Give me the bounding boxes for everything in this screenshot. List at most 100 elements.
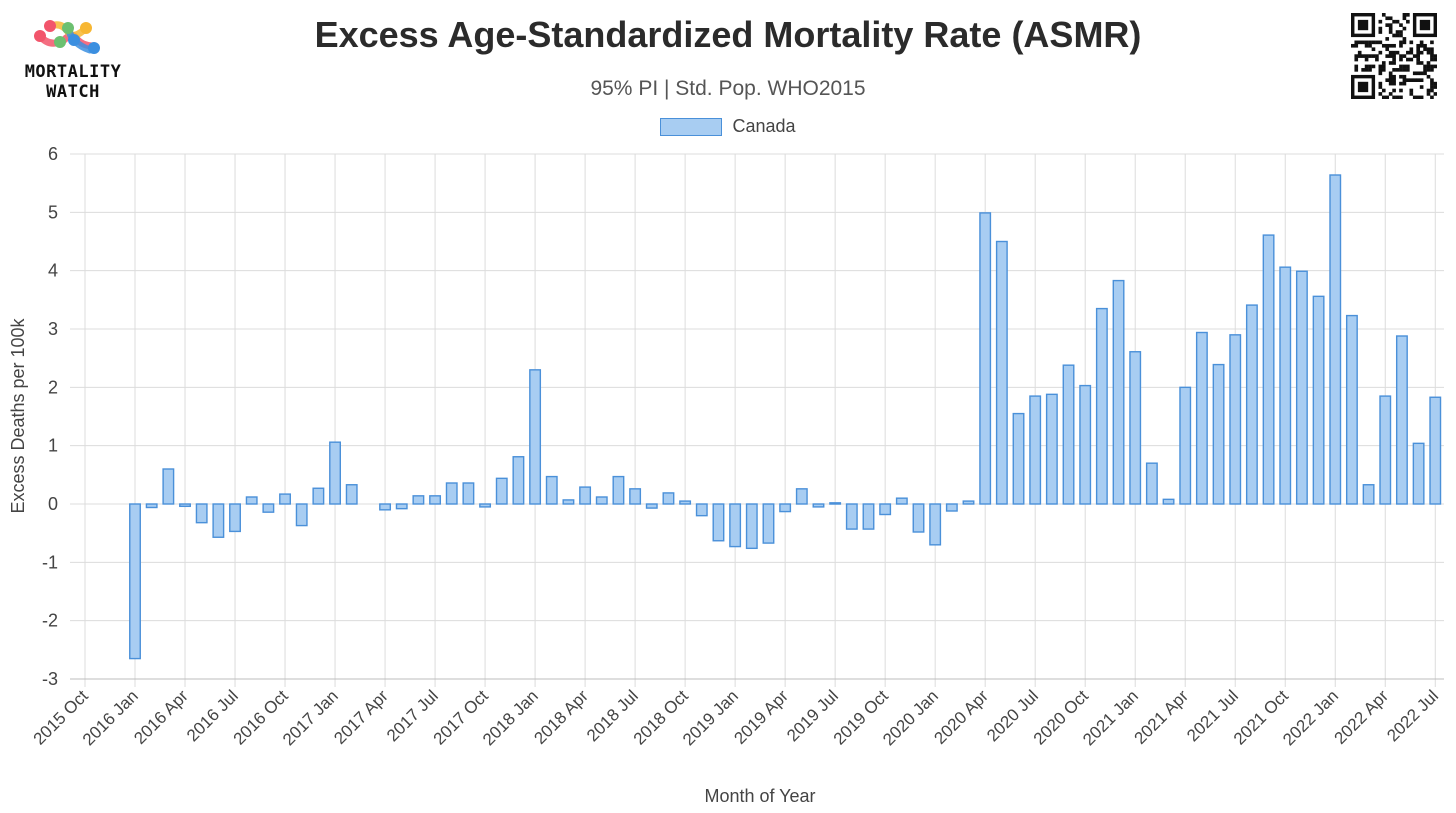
x-tick-label: 2022 Apr bbox=[1331, 686, 1393, 748]
bar-2020-nov[interactable] bbox=[1095, 307, 1108, 505]
bar-2017-jul[interactable] bbox=[429, 495, 442, 505]
bar-2021-feb[interactable] bbox=[1145, 462, 1158, 505]
bar-2017-apr[interactable] bbox=[379, 503, 392, 511]
bar-2017-jan[interactable] bbox=[329, 441, 341, 505]
bar-2018-dec[interactable] bbox=[712, 503, 725, 542]
bar-2022-mar[interactable] bbox=[1362, 484, 1375, 505]
bar-2017-aug[interactable] bbox=[445, 482, 458, 505]
bar-2021-jul[interactable] bbox=[1229, 334, 1242, 505]
bar-2016-sep[interactable] bbox=[262, 503, 275, 513]
bar-2018-jun[interactable] bbox=[612, 475, 625, 505]
bar-2018-apr[interactable] bbox=[579, 486, 592, 505]
bar-2018-feb[interactable] bbox=[545, 475, 558, 505]
bar-2022-may[interactable] bbox=[1395, 335, 1408, 505]
bar-2016-dec[interactable] bbox=[312, 487, 325, 505]
bar-2018-jul[interactable] bbox=[629, 488, 642, 505]
bar-2021-nov[interactable] bbox=[1295, 270, 1308, 505]
bar-2020-apr[interactable] bbox=[979, 212, 992, 505]
chart-title: Excess Age-Standardized Mortality Rate (… bbox=[314, 14, 1142, 55]
bar-2018-mar[interactable] bbox=[562, 499, 575, 505]
bar-2020-jun[interactable] bbox=[1012, 412, 1025, 505]
x-tick-label: 2022 Jul bbox=[1383, 686, 1442, 745]
bar-2019-nov[interactable] bbox=[895, 497, 908, 505]
x-axis-label: Month of Year bbox=[704, 786, 815, 806]
x-tick-label: 2017 Jan bbox=[279, 686, 342, 749]
bar-2019-aug[interactable] bbox=[845, 503, 858, 530]
bar-2019-feb[interactable] bbox=[745, 503, 758, 550]
legend-label: Canada bbox=[732, 116, 796, 136]
bar-2016-aug[interactable] bbox=[245, 496, 258, 505]
bar-2017-sep[interactable] bbox=[462, 482, 475, 505]
y-axis-label: Excess Deaths per 100k bbox=[8, 317, 28, 513]
bar-2016-nov[interactable] bbox=[295, 503, 308, 527]
bar-2021-mar[interactable] bbox=[1162, 498, 1175, 505]
bar-2018-may[interactable] bbox=[595, 496, 608, 505]
x-tick-label: 2017 Apr bbox=[330, 686, 392, 748]
y-tick-label: 1 bbox=[48, 436, 58, 456]
bar-2020-jul[interactable] bbox=[1029, 395, 1042, 505]
bar-2021-dec[interactable] bbox=[1312, 295, 1325, 505]
bar-2018-nov[interactable] bbox=[695, 503, 708, 517]
bar-2019-dec[interactable] bbox=[912, 503, 925, 533]
bar-2017-oct[interactable] bbox=[479, 503, 492, 508]
bars bbox=[129, 174, 1442, 660]
bar-2017-jun[interactable] bbox=[412, 495, 425, 505]
bar-2019-sep[interactable] bbox=[862, 503, 875, 530]
bar-2017-dec[interactable] bbox=[512, 456, 525, 505]
bar-2022-jul[interactable] bbox=[1429, 396, 1442, 505]
bar-2016-apr[interactable] bbox=[179, 503, 191, 508]
bar-2016-jan[interactable] bbox=[129, 503, 141, 660]
bar-2018-aug[interactable] bbox=[645, 503, 658, 509]
bar-2021-apr[interactable] bbox=[1179, 386, 1192, 505]
x-tick-label: 2022 Jan bbox=[1279, 686, 1342, 749]
chart-subtitle: 95% PI | Std. Pop. WHO2015 bbox=[590, 77, 866, 100]
bar-2021-oct[interactable] bbox=[1279, 266, 1292, 505]
bar-2021-aug[interactable] bbox=[1245, 304, 1258, 505]
bar-2020-feb[interactable] bbox=[945, 503, 958, 512]
bar-2020-mar[interactable] bbox=[962, 500, 975, 505]
bar-2019-mar[interactable] bbox=[762, 503, 775, 544]
bar-2017-feb[interactable] bbox=[345, 484, 358, 505]
bar-2020-sep[interactable] bbox=[1062, 364, 1075, 505]
bar-2021-may[interactable] bbox=[1195, 331, 1208, 505]
x-tick-label: 2018 Jan bbox=[479, 686, 542, 749]
bar-2020-oct[interactable] bbox=[1079, 384, 1092, 505]
bar-2016-jul[interactable] bbox=[229, 503, 241, 533]
bar-2020-may[interactable] bbox=[995, 240, 1008, 505]
bar-2019-apr[interactable] bbox=[779, 503, 792, 513]
bar-2018-oct[interactable] bbox=[679, 500, 692, 505]
bar-2020-dec[interactable] bbox=[1112, 279, 1125, 505]
bar-2021-jan[interactable] bbox=[1129, 351, 1142, 505]
bar-2016-mar[interactable] bbox=[162, 468, 175, 505]
bar-2021-jun[interactable] bbox=[1212, 363, 1225, 505]
x-tick-label: 2018 Apr bbox=[530, 686, 592, 748]
y-tick-label: 4 bbox=[48, 261, 58, 281]
y-tick-label: 6 bbox=[48, 144, 58, 164]
bar-2022-jun[interactable] bbox=[1412, 442, 1425, 505]
bar-2022-jan[interactable] bbox=[1329, 174, 1342, 505]
bar-2017-may[interactable] bbox=[395, 503, 408, 510]
bar-2018-jan[interactable] bbox=[529, 369, 542, 505]
chart-legend[interactable]: Canada bbox=[0, 116, 1456, 137]
qr-code-icon[interactable] bbox=[1351, 13, 1437, 99]
bar-2019-oct[interactable] bbox=[879, 503, 892, 516]
bar-2017-nov[interactable] bbox=[495, 477, 508, 505]
mortality-watch-logo: MORTALITY WATCH bbox=[10, 14, 136, 104]
bar-2022-apr[interactable] bbox=[1379, 395, 1392, 505]
logo-line-1: MORTALITY bbox=[24, 62, 122, 82]
bar-2019-may[interactable] bbox=[795, 488, 808, 505]
bar-2016-may[interactable] bbox=[195, 503, 208, 524]
bar-2019-jan[interactable] bbox=[729, 503, 742, 548]
bar-2019-jun[interactable] bbox=[812, 503, 825, 508]
logo-wordmark: MORTALITY WATCH bbox=[10, 62, 136, 102]
bar-2022-feb[interactable] bbox=[1345, 314, 1358, 505]
bar-2018-sep[interactable] bbox=[662, 492, 675, 505]
bar-2021-sep[interactable] bbox=[1262, 234, 1275, 505]
bar-2016-feb[interactable] bbox=[145, 503, 158, 509]
bar-2019-jul[interactable] bbox=[829, 502, 842, 505]
bar-2016-jun[interactable] bbox=[212, 503, 225, 538]
bar-2020-aug[interactable] bbox=[1045, 393, 1058, 505]
y-tick-label: -1 bbox=[42, 552, 58, 572]
bar-2016-oct[interactable] bbox=[279, 493, 291, 505]
bar-2020-jan[interactable] bbox=[929, 503, 942, 546]
